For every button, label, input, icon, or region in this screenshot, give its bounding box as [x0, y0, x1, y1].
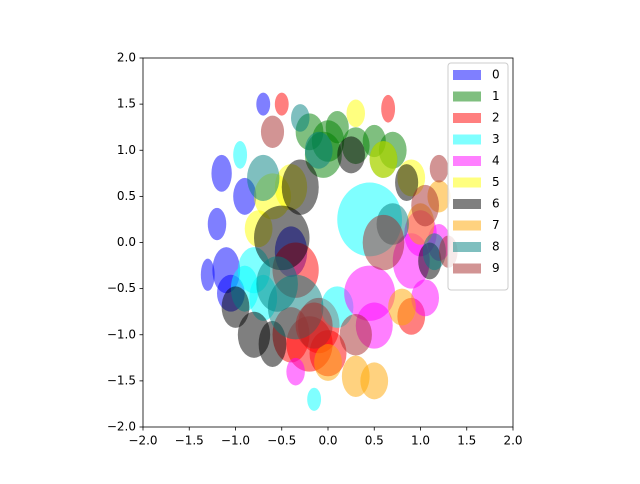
ellipse — [256, 256, 298, 312]
x-tick-label: 0.5 — [365, 434, 384, 448]
ellipse — [295, 302, 333, 349]
legend-swatch — [453, 113, 481, 123]
legend-label: 3 — [492, 132, 500, 146]
legend-label: 1 — [492, 89, 500, 103]
legend-swatch — [453, 242, 481, 252]
y-tick-label: 2.0 — [117, 51, 136, 65]
legend-swatch — [453, 156, 481, 166]
plot-area — [200, 92, 458, 411]
x-tick-label: −0.5 — [267, 434, 296, 448]
ellipse — [339, 313, 372, 356]
ellipse — [388, 288, 416, 326]
legend-label: 2 — [492, 111, 500, 125]
ellipse — [256, 92, 271, 116]
y-tick-label: 1.5 — [117, 97, 136, 111]
ellipse — [260, 115, 285, 148]
ellipse — [362, 214, 405, 271]
x-tick-label: 1.0 — [411, 434, 430, 448]
ellipse — [337, 136, 365, 174]
x-tick-label: −1.0 — [221, 434, 250, 448]
ellipse — [200, 258, 215, 291]
x-tick-label: 0.0 — [318, 434, 337, 448]
y-tick-label: −1.5 — [107, 373, 136, 387]
legend-swatch — [453, 91, 481, 102]
ellipse — [307, 387, 322, 411]
legend-swatch — [453, 220, 481, 231]
y-tick-label: −1.0 — [107, 327, 136, 341]
legend-swatch — [453, 70, 481, 80]
y-tick-label: 0.0 — [117, 235, 136, 249]
x-tick-label: −2.0 — [128, 434, 157, 448]
ellipse — [211, 154, 232, 192]
x-tick-label: 2.0 — [503, 434, 522, 448]
ellipse — [360, 362, 389, 400]
legend-label: 9 — [492, 261, 500, 275]
legend-label: 4 — [492, 154, 500, 168]
y-tick-label: 0.5 — [117, 189, 136, 203]
ellipse — [381, 94, 396, 123]
ellipse — [411, 279, 439, 317]
ellipse — [207, 207, 227, 241]
ellipse — [274, 92, 289, 116]
legend-label: 7 — [492, 218, 500, 232]
ellipse — [422, 233, 446, 271]
legend-swatch — [453, 263, 481, 274]
x-tick-label: −1.5 — [175, 434, 204, 448]
ellipse — [395, 164, 419, 201]
y-tick-label: 1.0 — [117, 143, 136, 157]
legend-label: 5 — [492, 175, 500, 189]
legend-swatch — [453, 199, 481, 209]
legend-swatch — [453, 177, 481, 188]
ellipse — [291, 104, 310, 132]
ellipse — [411, 184, 439, 227]
ellipse — [304, 131, 333, 169]
ellipse — [286, 357, 305, 386]
ellipse — [314, 343, 342, 381]
ellipse — [281, 159, 319, 215]
legend-label: 6 — [492, 197, 500, 211]
ellipse — [233, 141, 248, 169]
ellipse — [369, 141, 398, 178]
legend-label: 8 — [492, 240, 500, 254]
ellipse — [346, 99, 365, 128]
x-tick-label: 1.5 — [457, 434, 476, 448]
ellipse — [429, 154, 449, 183]
ellipse — [221, 286, 250, 328]
y-tick-label: −2.0 — [107, 420, 136, 434]
ellipse — [254, 205, 310, 271]
legend-label: 0 — [492, 68, 500, 82]
ellipse — [247, 154, 280, 201]
legend-swatch — [453, 134, 481, 145]
y-tick-label: −0.5 — [107, 281, 136, 295]
